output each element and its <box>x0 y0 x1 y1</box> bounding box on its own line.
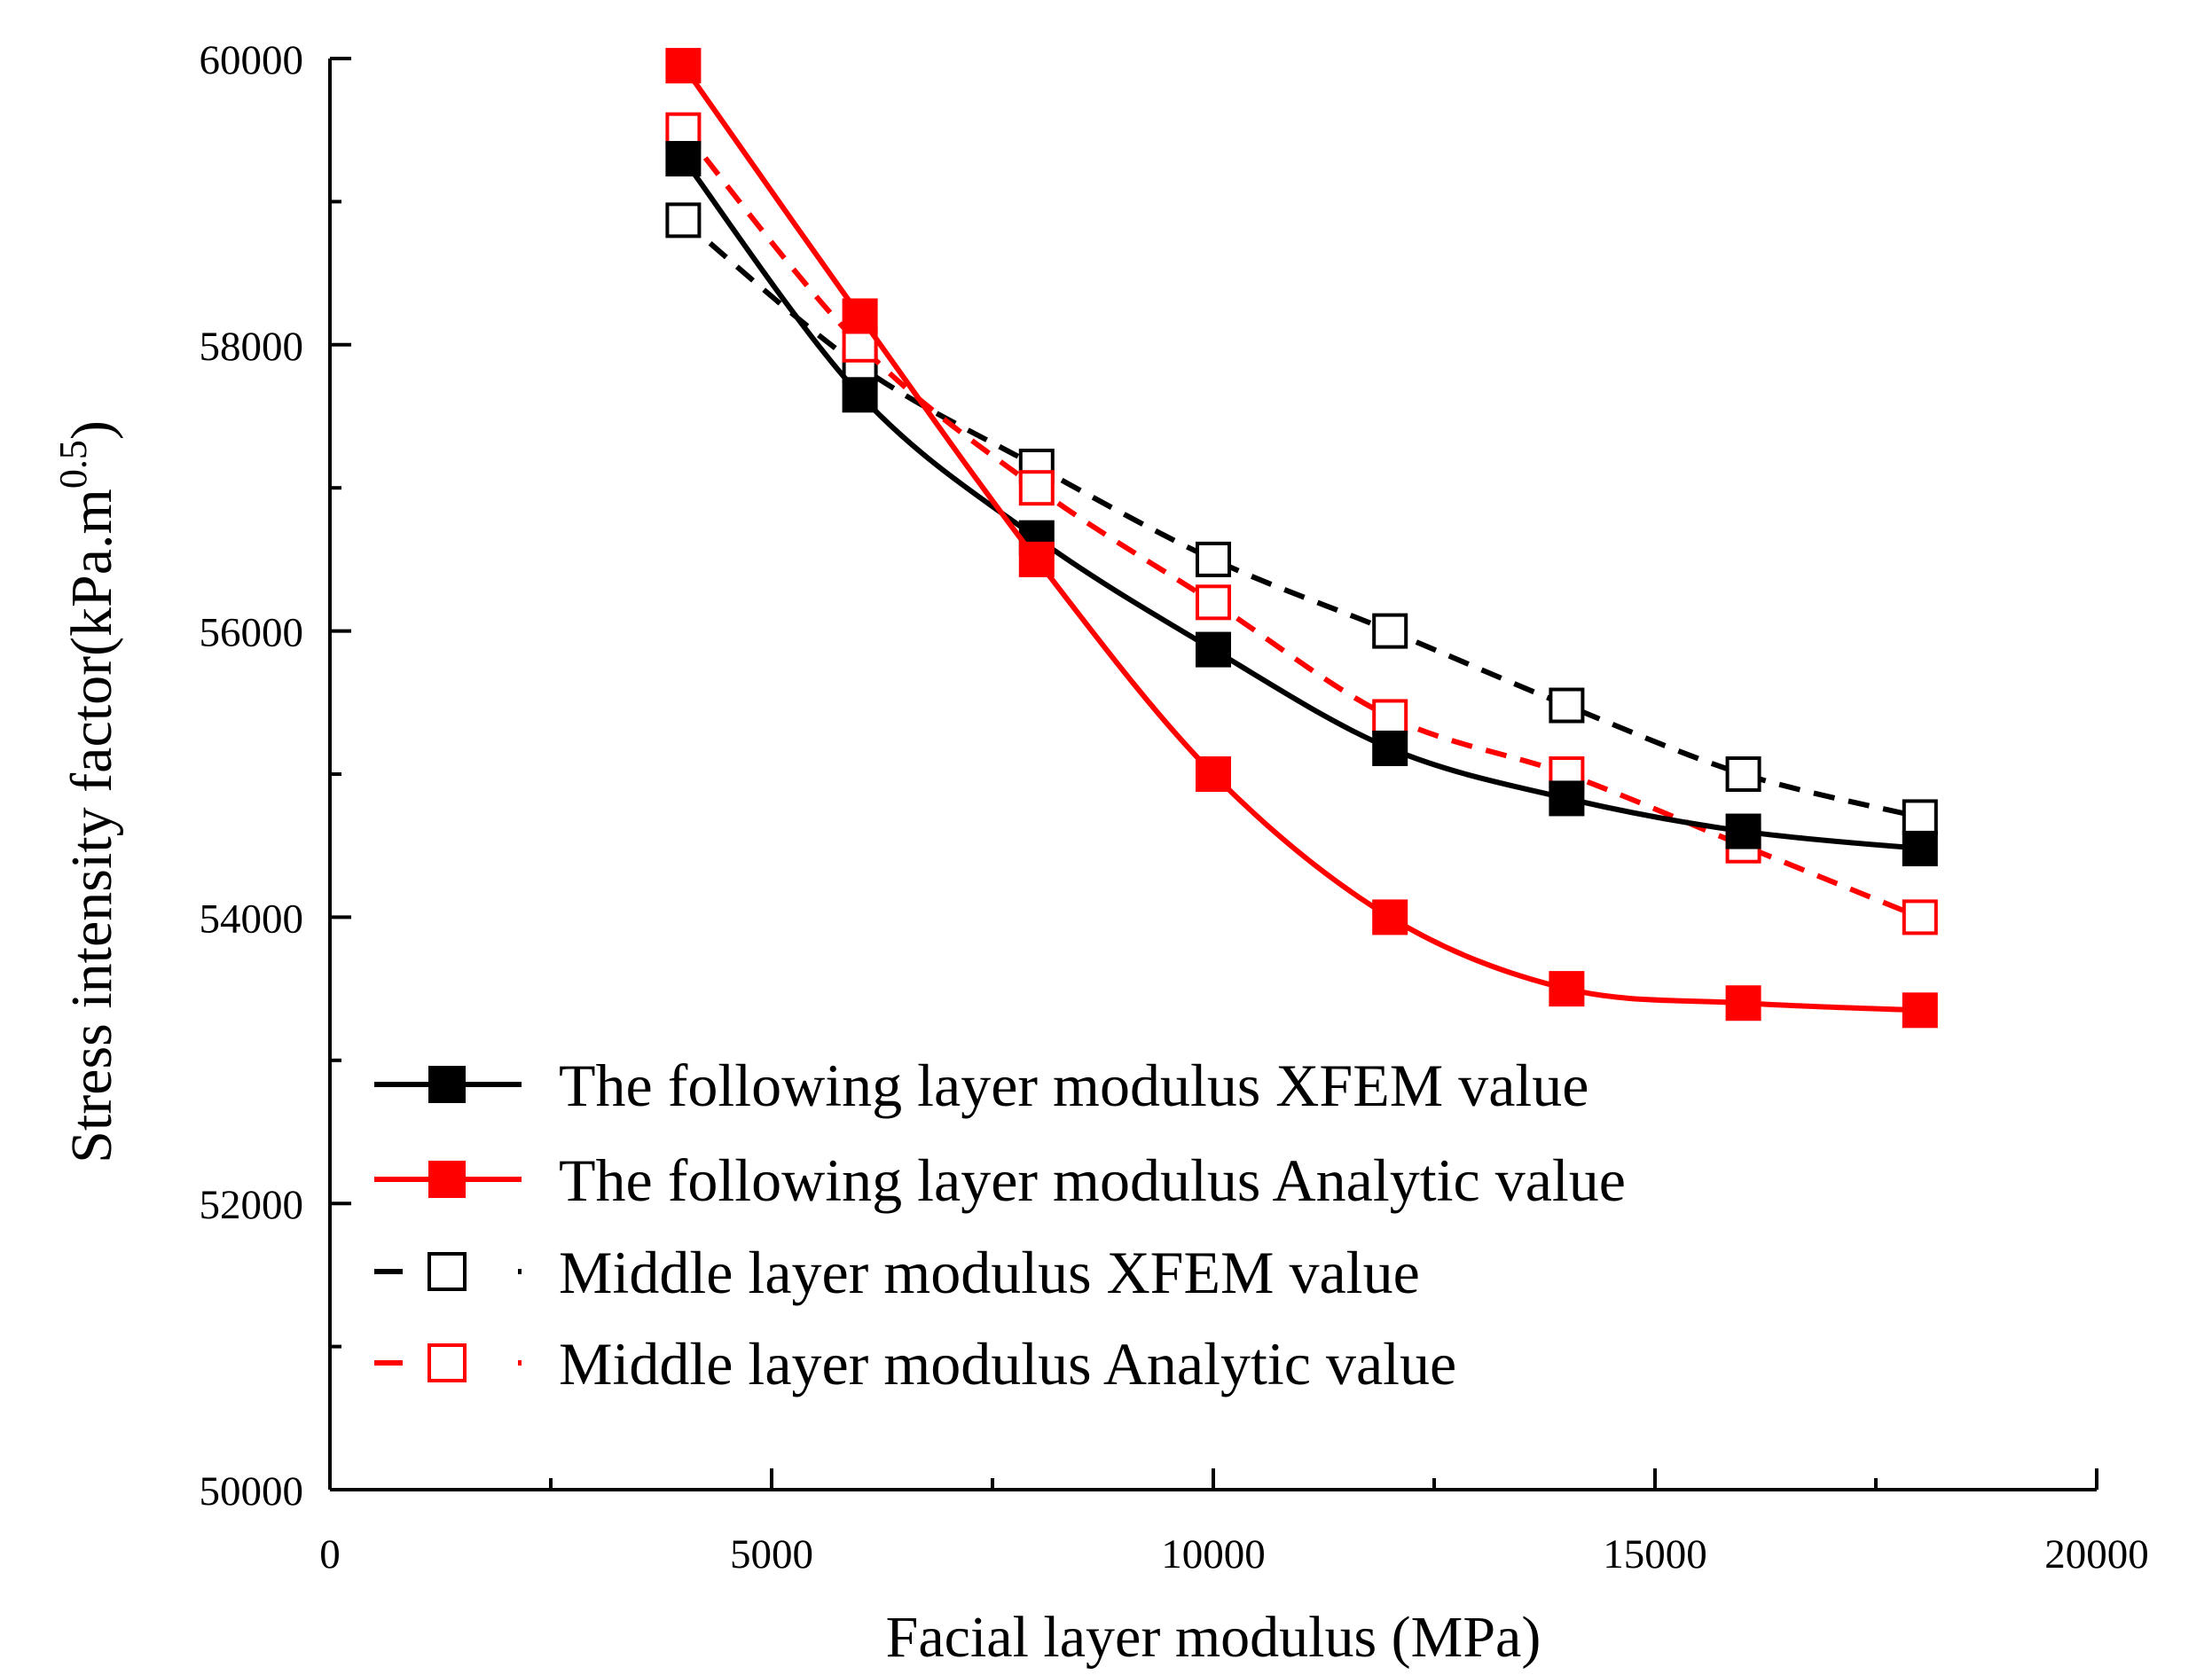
series-3 <box>665 112 1938 935</box>
series-layer <box>665 48 1938 1029</box>
data-point <box>1196 584 1231 621</box>
x-tick-label: 20000 <box>2044 1531 2149 1577</box>
data-point <box>1372 699 1408 735</box>
legend-label: The following layer modulus XFEM value <box>559 1052 1588 1119</box>
x-tick-label: 15000 <box>1603 1531 1707 1577</box>
axes: 0 5000 10000 15000 20000 50000 52000 54000 56000… <box>51 37 2149 1670</box>
data-point <box>1196 631 1231 668</box>
legend-item-3: Middle layer modulus Analytic value <box>374 1330 1456 1397</box>
y-axis-title-superscript: 0.5 <box>51 440 95 489</box>
series-line <box>680 64 1920 1014</box>
series-line <box>681 218 1921 820</box>
data-point <box>665 202 702 239</box>
series-line <box>681 128 1921 920</box>
data-point <box>842 377 878 413</box>
data-point <box>1549 780 1585 817</box>
legend-label: The following layer modulus Analytic val… <box>559 1147 1626 1214</box>
legend-marker <box>427 1343 467 1382</box>
data-point <box>1725 985 1761 1021</box>
y-axis-title-group: Stress intensity factor(kPa.m0.5) <box>51 420 124 1163</box>
legend-item-0: The following layer modulus XFEM value <box>374 1052 1588 1119</box>
y-tick-label: 58000 <box>200 324 304 370</box>
x-tick-label: 0 <box>319 1531 341 1577</box>
data-point <box>842 298 878 334</box>
y-axis-title-suffix: ) <box>59 420 124 440</box>
data-point <box>1549 687 1585 724</box>
data-point <box>1196 756 1231 792</box>
data-point <box>1902 992 1938 1029</box>
data-point <box>1018 541 1055 577</box>
legend-marker <box>427 1252 467 1291</box>
data-point <box>1902 830 1938 866</box>
data-point <box>1902 899 1938 935</box>
y-tick-label: 56000 <box>200 610 304 656</box>
legend-label: Middle layer modulus XFEM value <box>559 1239 1420 1306</box>
legend-item-2: Middle layer modulus XFEM value <box>374 1239 1420 1306</box>
x-tick-label: 5000 <box>730 1531 813 1577</box>
data-point <box>1902 799 1938 835</box>
y-axis-title: Stress intensity factor(kPa.m0.5) <box>51 420 124 1163</box>
series-1 <box>665 48 1938 1029</box>
legend-item-1: The following layer modulus Analytic val… <box>374 1147 1626 1214</box>
legend: The following layer modulus XFEM value Th… <box>374 1052 1626 1397</box>
legend-marker <box>428 1161 466 1198</box>
data-point <box>1196 541 1231 577</box>
data-point <box>665 140 702 176</box>
data-point <box>665 48 702 84</box>
legend-label: Middle layer modulus Analytic value <box>559 1330 1456 1397</box>
data-point <box>1372 613 1408 649</box>
x-tick-label: 10000 <box>1161 1531 1266 1577</box>
y-tick-label: 60000 <box>200 37 304 83</box>
y-axis-title-main: Stress intensity factor(kPa.m <box>59 489 124 1163</box>
data-point <box>1018 470 1055 506</box>
data-point <box>1725 756 1761 792</box>
series-line <box>680 157 1921 851</box>
legend-marker <box>428 1066 466 1103</box>
y-tick-label: 50000 <box>200 1468 304 1515</box>
data-point <box>1372 899 1408 935</box>
data-point <box>1549 971 1585 1007</box>
data-point <box>1372 730 1408 766</box>
y-tick-label: 54000 <box>200 896 304 942</box>
x-axis-title: Facial layer modulus (MPa) <box>886 1605 1541 1670</box>
y-tick-label: 52000 <box>200 1182 304 1228</box>
data-point <box>1725 813 1761 849</box>
